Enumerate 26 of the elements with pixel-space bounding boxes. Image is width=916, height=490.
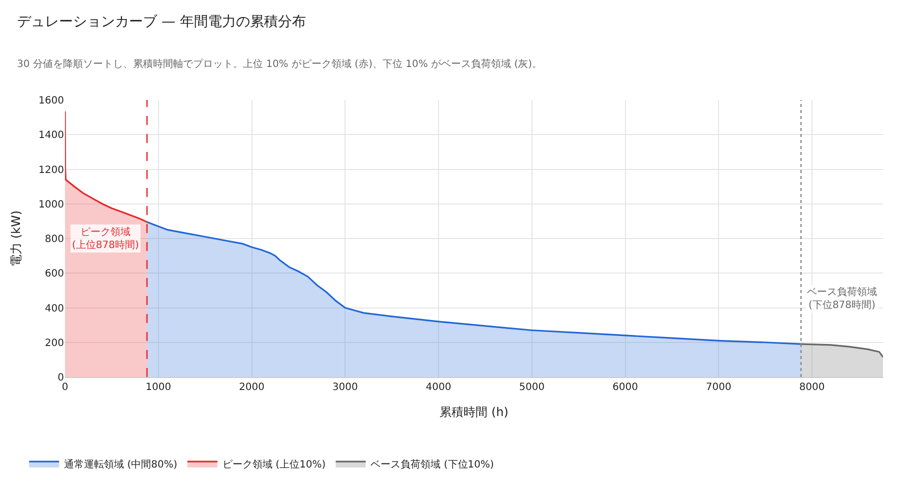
y-tick-label: 400 (44, 303, 64, 314)
chart-subtitle: 30 分値を降順ソートし、累積時間軸でプロット。上位 10% がピーク領域 (赤)、下位 10% がベース負荷領域 (灰)。 (17, 58, 542, 70)
chart-title: デュレーションカーブ — 年間電力の累積分布 (17, 14, 306, 30)
legend-label: 通常運転領域 (中間80%) (64, 458, 178, 470)
ref-line-label: ピーク領域 (上位878時間) (72, 226, 139, 251)
y-tick-label: 1600 (38, 96, 64, 106)
x-tick-label: 6000 (612, 382, 638, 393)
y-tick-label: 200 (44, 338, 64, 349)
x-axis-title: 累積時間 (h) (440, 404, 508, 419)
y-tick-label: 600 (44, 268, 64, 280)
x-tick-label: 8000 (799, 382, 825, 393)
x-tick-label: 2000 (239, 382, 264, 393)
legend-label: ピーク領域 (上位10%) (222, 458, 326, 470)
y-tick-label: 1200 (38, 164, 64, 176)
y-tick-label: 0 (58, 372, 64, 384)
x-tick-label: 1000 (146, 382, 172, 393)
y-axis-title: 電力 (kW) (8, 210, 23, 266)
y-tick-label: 1400 (38, 130, 64, 142)
x-tick-label: 5000 (519, 382, 545, 393)
x-tick-label: 7000 (706, 382, 732, 393)
legend-label: ベース負荷領域 (下位10%) (370, 458, 494, 470)
x-tick-label: 4000 (426, 382, 452, 393)
ref-line-label: ベース負荷領域 (下位878時間) (807, 286, 877, 311)
y-tick-label: 800 (44, 234, 64, 245)
x-tick-label: 3000 (332, 382, 358, 393)
y-tick-label: 1000 (38, 199, 64, 210)
